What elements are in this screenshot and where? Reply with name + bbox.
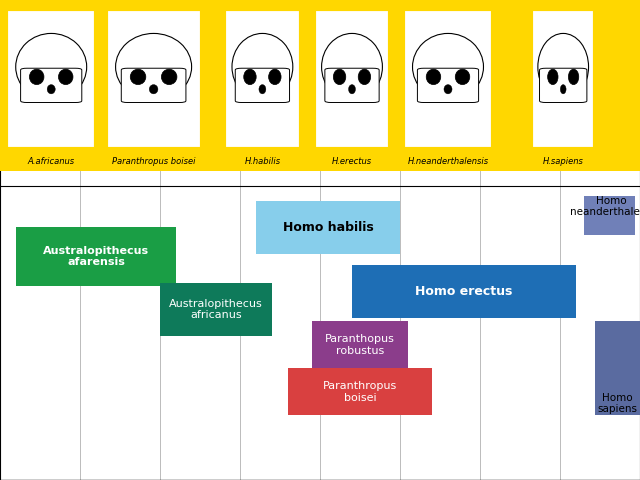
Bar [584,196,636,235]
Text: Homo erectus: Homo erectus [415,286,513,299]
Bar [288,368,432,415]
Bar [352,265,576,318]
Ellipse shape [259,84,266,94]
Text: A.africanus: A.africanus [28,156,75,166]
Bar [160,283,272,336]
Text: Homo habilis: Homo habilis [283,221,373,234]
FancyBboxPatch shape [6,9,96,149]
FancyBboxPatch shape [224,9,301,149]
Ellipse shape [455,69,470,84]
FancyBboxPatch shape [417,68,479,103]
Ellipse shape [232,34,293,100]
Text: H.habilis: H.habilis [244,156,280,166]
Ellipse shape [269,69,281,84]
Ellipse shape [29,69,44,84]
Ellipse shape [321,34,383,100]
Text: H.erectus: H.erectus [332,156,372,166]
Bar [256,201,400,254]
Text: H.neanderthalensis: H.neanderthalensis [408,156,488,166]
Ellipse shape [244,69,256,84]
Text: Paranthopus
robustus: Paranthopus robustus [325,334,395,356]
Ellipse shape [131,69,146,84]
FancyBboxPatch shape [403,9,493,149]
Ellipse shape [58,69,73,84]
FancyBboxPatch shape [540,68,587,103]
Ellipse shape [16,34,86,100]
FancyBboxPatch shape [106,9,202,149]
Bar [595,321,640,415]
Ellipse shape [116,34,191,100]
Text: Paranthropus
boisei: Paranthropus boisei [323,381,397,403]
Ellipse shape [538,34,589,100]
FancyBboxPatch shape [236,68,289,103]
Ellipse shape [548,69,558,84]
FancyBboxPatch shape [325,68,379,103]
Text: Homo
sapiens: Homo sapiens [598,393,637,414]
Ellipse shape [561,84,566,94]
Ellipse shape [149,84,158,94]
FancyBboxPatch shape [531,9,595,149]
Bar [16,227,176,286]
FancyBboxPatch shape [314,9,390,149]
Text: Australopithecus
afarensis: Australopithecus afarensis [43,246,149,267]
Text: Paranthropus boisei: Paranthropus boisei [112,156,195,166]
FancyBboxPatch shape [20,68,82,103]
Text: Australopithecus
africanus: Australopithecus africanus [169,299,263,320]
Text: H.sapiens: H.sapiens [543,156,584,166]
Ellipse shape [413,34,483,100]
Ellipse shape [444,84,452,94]
Ellipse shape [426,69,441,84]
Text: Homo
neanderthalens: Homo neanderthalens [570,196,640,217]
Ellipse shape [333,69,346,84]
FancyBboxPatch shape [122,68,186,103]
Ellipse shape [349,84,355,94]
Ellipse shape [47,84,55,94]
Ellipse shape [358,69,371,84]
Bar [312,321,408,368]
Ellipse shape [161,69,177,84]
Ellipse shape [568,69,579,84]
